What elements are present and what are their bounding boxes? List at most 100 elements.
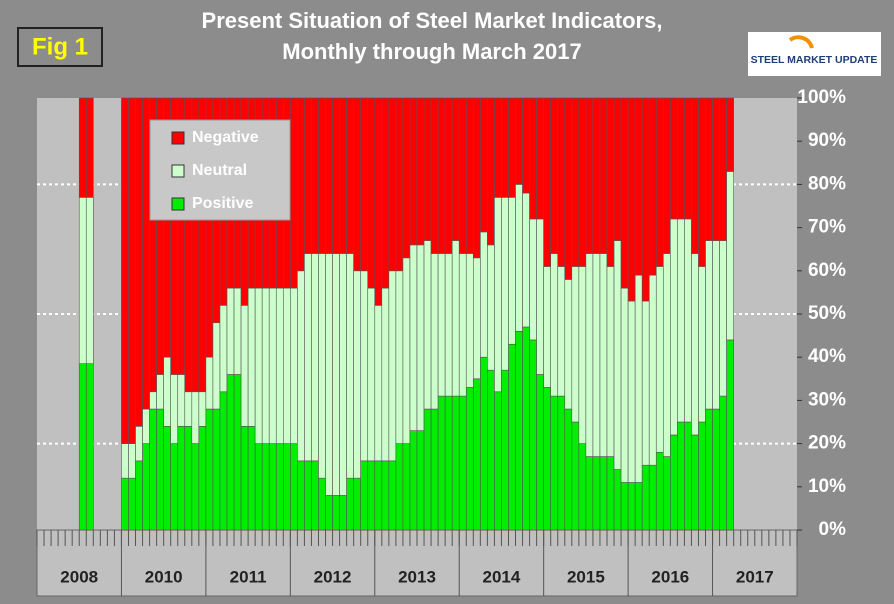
bar-segment: [564, 408, 573, 531]
bar-segment: [684, 218, 692, 423]
bar-segment: [691, 97, 699, 254]
bar-segment: [662, 253, 671, 457]
bar-segment: [543, 387, 552, 531]
bar-segment: [557, 97, 566, 267]
bar-segment: [648, 464, 657, 531]
logo-swoosh: [788, 35, 814, 49]
bar-segment: [395, 443, 404, 531]
bar-segment: [606, 266, 615, 457]
bar-segment: [508, 197, 516, 345]
legend-swatch: [171, 197, 185, 211]
bar-segment: [121, 477, 129, 531]
bar-segment: [501, 197, 509, 371]
chart-title: Present Situation of Steel Market Indica…: [202, 8, 663, 33]
bar-segment: [662, 97, 671, 254]
bar-segment: [121, 443, 129, 479]
bar-segment: [423, 408, 432, 531]
bar-segment: [311, 253, 319, 462]
bar-segment: [571, 97, 580, 267]
bar-segment: [557, 395, 566, 531]
bar-segment: [395, 97, 404, 272]
bar-segment: [613, 240, 622, 470]
bar-segment: [142, 443, 150, 531]
bar-segment: [261, 443, 270, 531]
bar-segment: [423, 240, 432, 410]
bar-segment: [78, 197, 87, 364]
bar-segment: [536, 218, 544, 375]
bar-segment: [297, 270, 305, 462]
bar-segment: [529, 218, 537, 341]
bar-segment: [135, 426, 143, 462]
bar-segment: [318, 97, 326, 254]
bar-segment: [677, 421, 685, 531]
bar-segment: [170, 443, 179, 531]
bar-segment: [247, 426, 256, 531]
bar-segment: [536, 374, 544, 531]
bar-segment: [451, 97, 460, 241]
bar-segment: [381, 460, 390, 531]
bar-segment: [282, 287, 291, 444]
bar-segment: [268, 443, 277, 531]
bar-segment: [198, 426, 207, 531]
bar-segment: [325, 253, 333, 496]
bar-segment: [339, 253, 347, 496]
bar-segment: [494, 197, 502, 393]
bar-segment: [592, 253, 601, 457]
bar-segment: [677, 97, 685, 220]
bar-segment: [268, 287, 277, 444]
bar-segment: [135, 460, 143, 531]
bar-segment: [198, 391, 207, 427]
bar-segment: [360, 460, 369, 531]
y-tick-label: 90%: [808, 130, 846, 151]
bar-segment: [571, 266, 580, 423]
bar-segment: [304, 253, 312, 462]
bar-segment: [578, 266, 587, 444]
bar-segment: [381, 287, 390, 462]
bar-segment: [332, 253, 340, 496]
bar-segment: [275, 287, 284, 444]
bar-segment: [332, 495, 340, 531]
x-group-label: 2014: [483, 567, 521, 586]
y-tick-label: 10%: [808, 476, 846, 497]
bar-segment: [515, 184, 523, 332]
bar-segment: [297, 97, 305, 272]
bar-segment: [543, 97, 552, 267]
bar-segment: [655, 266, 664, 453]
x-group-label: 2017: [736, 567, 774, 586]
bar-segment: [487, 97, 495, 246]
bar-segment: [346, 477, 354, 531]
bar-segment: [332, 97, 340, 254]
bar-segment: [627, 300, 636, 483]
bar-segment: [655, 451, 664, 531]
bar-segment: [719, 97, 727, 241]
bar-segment: [670, 218, 678, 436]
bar-segment: [430, 408, 439, 531]
bar-segment: [233, 287, 242, 375]
logo: STEEL MARKET UPDATE: [751, 54, 878, 66]
bar-segment: [367, 460, 376, 531]
bar-segment: [430, 253, 439, 410]
bar-segment: [670, 434, 678, 531]
bar-segment: [487, 244, 495, 371]
bar-segment: [634, 274, 643, 483]
bar-segment: [465, 387, 474, 531]
bar-segment: [128, 443, 136, 479]
bar-segment: [606, 456, 615, 531]
bar-segment: [536, 97, 544, 220]
bar-segment: [290, 443, 298, 531]
bar-segment: [261, 287, 270, 444]
bar-segment: [402, 257, 411, 444]
bar-segment: [381, 97, 390, 289]
bar-segment: [508, 97, 516, 198]
bar-segment: [641, 464, 650, 531]
bar-segment: [135, 97, 143, 427]
bar-segment: [444, 253, 453, 397]
bar-segment: [156, 374, 164, 410]
bar-segment: [585, 97, 594, 254]
bar-segment: [648, 97, 657, 276]
bar-segment: [254, 443, 263, 531]
bar-segment: [444, 97, 453, 254]
bar-segment: [142, 408, 150, 444]
bar-segment: [550, 395, 559, 531]
